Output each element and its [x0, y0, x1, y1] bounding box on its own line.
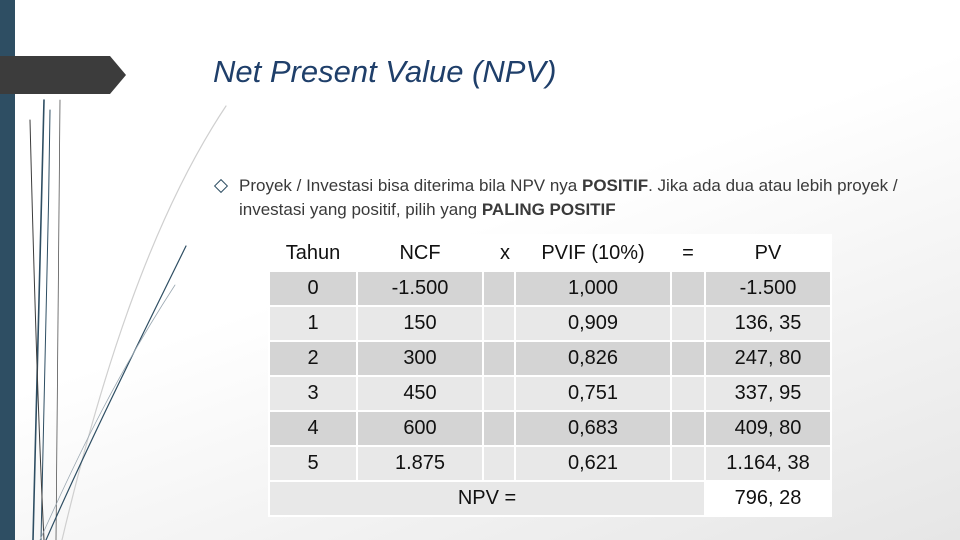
table-row: 0 -1.500 1,000 -1.500: [270, 272, 830, 305]
cell-pv: 136, 35: [706, 307, 830, 340]
npv-value: 796, 28: [706, 482, 830, 515]
slide-title: Net Present Value (NPV): [213, 54, 557, 89]
cell-times-blank: [484, 272, 514, 305]
table-header-row: Tahun NCF x PVIF (10%) = PV: [270, 236, 830, 270]
cell-pv: -1.500: [706, 272, 830, 305]
diamond-bullet-icon: [213, 178, 229, 194]
header-tahun: Tahun: [270, 236, 356, 270]
cell-equals-blank: [672, 307, 704, 340]
table-row: 3 450 0,751 337, 95: [270, 377, 830, 410]
npv-total-row: NPV = 796, 28: [270, 482, 830, 515]
table-row: 5 1.875 0,621 1.164, 38: [270, 447, 830, 480]
left-accent-bar: [0, 0, 15, 540]
cell-pvif: 0,826: [516, 342, 670, 375]
npv-table: Tahun NCF x PVIF (10%) = PV 0 -1.500 1,0…: [268, 234, 832, 517]
cell-pv: 337, 95: [706, 377, 830, 410]
cell-tahun: 0: [270, 272, 356, 305]
cell-equals-blank: [672, 342, 704, 375]
header-ncf: NCF: [358, 236, 482, 270]
table-row: 2 300 0,826 247, 80: [270, 342, 830, 375]
table-row: 4 600 0,683 409, 80: [270, 412, 830, 445]
cell-times-blank: [484, 447, 514, 480]
header-times: x: [484, 236, 514, 270]
cell-equals-blank: [672, 447, 704, 480]
cell-times-blank: [484, 412, 514, 445]
bullet-bold-positif: POSITIF: [581, 176, 649, 195]
cell-pvif: 1,000: [516, 272, 670, 305]
cell-tahun: 4: [270, 412, 356, 445]
cell-times-blank: [484, 307, 514, 340]
title-tab: [0, 56, 126, 94]
bullet-text: Proyek / Investasi bisa diterima bila NP…: [239, 174, 903, 222]
cell-equals-blank: [672, 272, 704, 305]
cell-ncf: 1.875: [358, 447, 482, 480]
bullet-text-part1: Proyek / Investasi bisa diterima bila NP…: [239, 176, 582, 195]
bullet-text-part2: . Jika ada dua atau lebih proyek / inves…: [239, 176, 898, 219]
header-equals: =: [672, 236, 704, 270]
cell-pv: 247, 80: [706, 342, 830, 375]
cell-equals-blank: [672, 412, 704, 445]
cell-tahun: 2: [270, 342, 356, 375]
cell-pvif: 0,751: [516, 377, 670, 410]
cell-tahun: 1: [270, 307, 356, 340]
cell-ncf: 450: [358, 377, 482, 410]
cell-ncf: -1.500: [358, 272, 482, 305]
cell-tahun: 3: [270, 377, 356, 410]
header-pv: PV: [706, 236, 830, 270]
bullet-bold-paling-positif: PALING POSITIF: [481, 200, 616, 219]
cell-pv: 1.164, 38: [706, 447, 830, 480]
cell-pv: 409, 80: [706, 412, 830, 445]
cell-pvif: 0,621: [516, 447, 670, 480]
cell-times-blank: [484, 377, 514, 410]
cell-ncf: 150: [358, 307, 482, 340]
cell-ncf: 300: [358, 342, 482, 375]
cell-pvif: 0,683: [516, 412, 670, 445]
cell-tahun: 5: [270, 447, 356, 480]
cell-equals-blank: [672, 377, 704, 410]
cell-ncf: 600: [358, 412, 482, 445]
bullet-point: Proyek / Investasi bisa diterima bila NP…: [213, 174, 903, 222]
header-pvif: PVIF (10%): [516, 236, 670, 270]
npv-label: NPV =: [270, 482, 704, 515]
table-row: 1 150 0,909 136, 35: [270, 307, 830, 340]
cell-pvif: 0,909: [516, 307, 670, 340]
cell-times-blank: [484, 342, 514, 375]
